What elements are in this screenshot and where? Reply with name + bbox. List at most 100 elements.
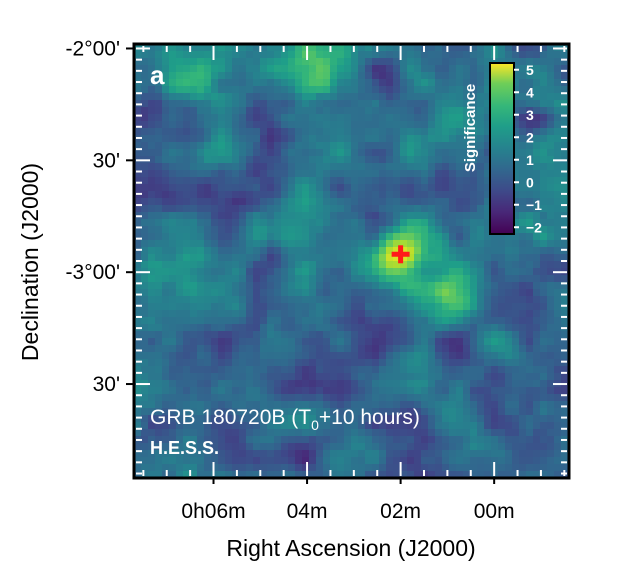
- heatmap-cell: [519, 450, 527, 458]
- heatmap-cell: [477, 156, 485, 164]
- heatmap-cell: [225, 324, 233, 332]
- heatmap-cell: [169, 429, 177, 437]
- heatmap-cell: [239, 51, 247, 59]
- heatmap-cell: [190, 100, 198, 108]
- heatmap-cell: [274, 163, 282, 171]
- heatmap-cell: [463, 212, 471, 220]
- heatmap-cell: [435, 247, 443, 255]
- heatmap-cell: [463, 352, 471, 360]
- heatmap-cell: [547, 170, 555, 178]
- heatmap-cell: [344, 303, 352, 311]
- heatmap-cell: [498, 464, 506, 472]
- heatmap-cell: [246, 135, 254, 143]
- heatmap-cell: [141, 51, 149, 59]
- heatmap-cell: [449, 352, 457, 360]
- heatmap-cell: [351, 205, 359, 213]
- heatmap-cell: [498, 345, 506, 353]
- heatmap-cell: [225, 352, 233, 360]
- heatmap-cell: [253, 457, 261, 465]
- heatmap-cell: [197, 247, 205, 255]
- heatmap-cell: [470, 464, 478, 472]
- heatmap-cell: [386, 408, 394, 416]
- heatmap-cell: [295, 268, 303, 276]
- heatmap-cell: [246, 387, 254, 395]
- heatmap-cell: [330, 184, 338, 192]
- heatmap-cell: [232, 450, 240, 458]
- heatmap-cell: [225, 373, 233, 381]
- heatmap-cell: [344, 464, 352, 472]
- heatmap-cell: [526, 352, 534, 360]
- heatmap-cell: [246, 219, 254, 227]
- heatmap-cell: [211, 191, 219, 199]
- heatmap-cell: [386, 240, 394, 248]
- heatmap-cell: [540, 352, 548, 360]
- heatmap-cell: [309, 408, 317, 416]
- heatmap-cell: [400, 359, 408, 367]
- heatmap-cell: [372, 58, 380, 66]
- heatmap-cell: [204, 387, 212, 395]
- heatmap-cell: [449, 457, 457, 465]
- heatmap-cell: [505, 464, 513, 472]
- heatmap-cell: [428, 401, 436, 409]
- heatmap-cell: [533, 177, 541, 185]
- heatmap-cell: [141, 121, 149, 129]
- heatmap-cell: [267, 226, 275, 234]
- heatmap-cell: [288, 373, 296, 381]
- heatmap-cell: [302, 128, 310, 136]
- heatmap-cell: [393, 261, 401, 269]
- heatmap-cell: [309, 184, 317, 192]
- heatmap-cell: [162, 121, 170, 129]
- heatmap-cell: [176, 51, 184, 59]
- heatmap-cell: [358, 282, 366, 290]
- heatmap-cell: [456, 464, 464, 472]
- heatmap-cell: [344, 317, 352, 325]
- heatmap-cell: [365, 86, 373, 94]
- heatmap-cell: [400, 471, 408, 478]
- heatmap-cell: [281, 121, 289, 129]
- heatmap-cell: [344, 471, 352, 478]
- heatmap-cell: [407, 51, 415, 59]
- heatmap-cell: [232, 58, 240, 66]
- heatmap-cell: [400, 142, 408, 150]
- heatmap-cell: [246, 100, 254, 108]
- heatmap-cell: [190, 310, 198, 318]
- heatmap-cell: [365, 338, 373, 346]
- heatmap-cell: [337, 373, 345, 381]
- heatmap-cell: [442, 212, 450, 220]
- heatmap-cell: [386, 464, 394, 472]
- heatmap-cell: [253, 135, 261, 143]
- heatmap-cell: [239, 261, 247, 269]
- heatmap-cell: [498, 247, 506, 255]
- heatmap-cell: [477, 436, 485, 444]
- heatmap-cell: [561, 72, 569, 80]
- heatmap-cell: [246, 338, 254, 346]
- heatmap-cell: [526, 387, 534, 395]
- heatmap-cell: [302, 219, 310, 227]
- heatmap-cell: [477, 128, 485, 136]
- heatmap-cell: [309, 254, 317, 262]
- heatmap-cell: [309, 170, 317, 178]
- heatmap-cell: [246, 44, 254, 52]
- heatmap-cell: [148, 233, 156, 241]
- heatmap-cell: [414, 422, 422, 430]
- heatmap-cell: [267, 212, 275, 220]
- heatmap-cell: [302, 345, 310, 353]
- heatmap-cell: [295, 464, 303, 472]
- heatmap-cell: [232, 107, 240, 115]
- heatmap-cell: [232, 233, 240, 241]
- heatmap-cell: [540, 170, 548, 178]
- heatmap-cell: [470, 331, 478, 339]
- heatmap-cell: [414, 142, 422, 150]
- heatmap-cell: [379, 240, 387, 248]
- heatmap-cell: [253, 198, 261, 206]
- heatmap-cell: [176, 408, 184, 416]
- heatmap-cell: [183, 408, 191, 416]
- heatmap-cell: [526, 394, 534, 402]
- heatmap-cell: [218, 275, 226, 283]
- heatmap-cell: [232, 387, 240, 395]
- heatmap-cell: [386, 345, 394, 353]
- heatmap-cell: [498, 296, 506, 304]
- heatmap-cell: [421, 156, 429, 164]
- heatmap-cell: [526, 366, 534, 374]
- heatmap-cell: [554, 79, 562, 87]
